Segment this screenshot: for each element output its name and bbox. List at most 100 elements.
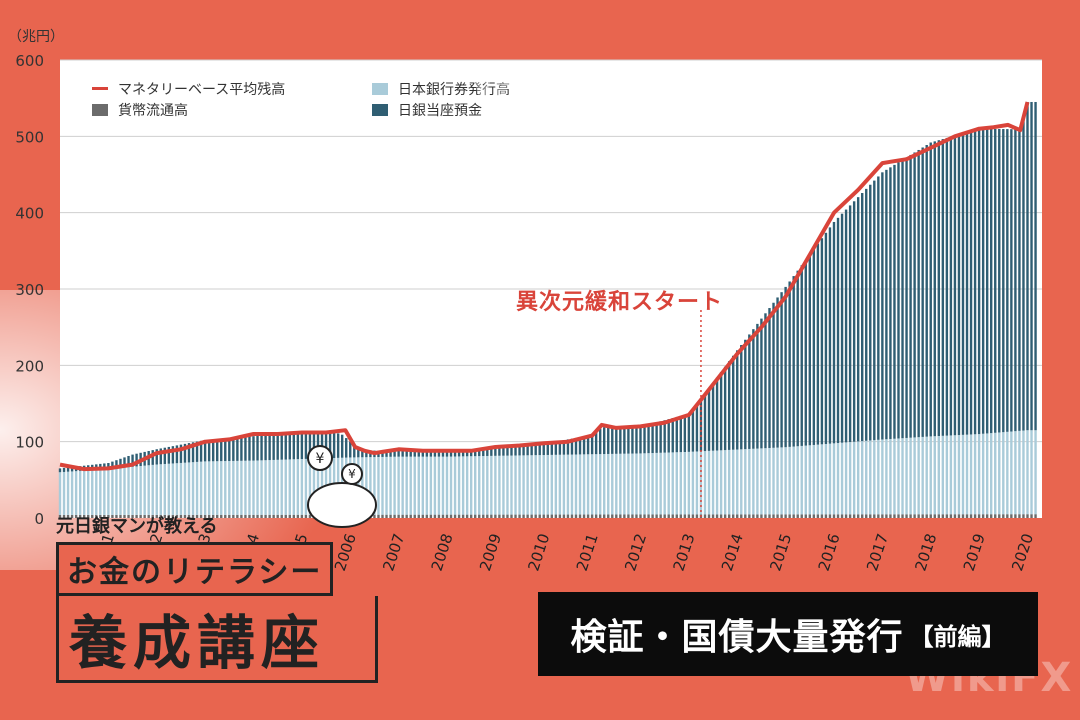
- bar-coins: [171, 514, 175, 518]
- bar-banknotes: [107, 469, 110, 515]
- bar-current-deposits: [594, 431, 598, 455]
- bar-current-deposits: [663, 420, 666, 453]
- bar-coins: [723, 514, 727, 518]
- bar-banknotes: [240, 460, 243, 515]
- bar-coins: [502, 514, 505, 518]
- bar-current-deposits: [58, 468, 62, 473]
- legend-label: マネタリーベース平均残高: [118, 81, 286, 98]
- bar-banknotes: [490, 455, 493, 515]
- bar-current-deposits: [203, 440, 207, 462]
- bar-coins: [155, 514, 158, 518]
- bar-banknotes: [199, 461, 203, 515]
- bar-current-deposits: [385, 450, 388, 457]
- bar-banknotes: [921, 436, 924, 515]
- bar-current-deposits: [877, 176, 880, 440]
- bar-coins: [748, 514, 751, 518]
- brand-logo: 元日銀マンが教える お金のリテラシー 養成講座: [56, 512, 378, 683]
- x-tick-label: 2007: [379, 531, 408, 573]
- bar-current-deposits: [719, 372, 723, 451]
- banner-suffix: 【前編】: [909, 622, 1006, 651]
- bar-current-deposits: [490, 448, 493, 456]
- bar-coins: [385, 514, 388, 518]
- bar-current-deposits: [345, 438, 348, 458]
- bar-current-deposits: [183, 443, 187, 463]
- bar-current-deposits: [191, 442, 195, 463]
- bar-coins: [885, 514, 888, 518]
- bar-banknotes: [377, 457, 380, 515]
- bar-current-deposits: [627, 426, 630, 454]
- bar-banknotes: [127, 467, 130, 515]
- bar-current-deposits: [272, 435, 275, 460]
- bar-banknotes: [292, 459, 296, 515]
- bar-current-deposits: [732, 355, 735, 450]
- bar-coins: [421, 514, 425, 518]
- bar-current-deposits: [768, 308, 771, 448]
- y-axis: 600 500 400 300 200 100 0: [15, 52, 44, 528]
- bar-banknotes: [877, 439, 880, 515]
- bar-banknotes: [1006, 431, 1009, 515]
- bar-coins: [998, 514, 1001, 518]
- bar-coins: [901, 514, 904, 518]
- banner-title: 検証・国債大量発行: [570, 617, 904, 658]
- bar-current-deposits: [453, 451, 457, 457]
- bar-current-deposits: [631, 426, 634, 454]
- bar-banknotes: [220, 461, 223, 515]
- bar-banknotes: [949, 435, 953, 515]
- bar-coins: [300, 514, 304, 518]
- bar-coins: [627, 514, 630, 518]
- bar-banknotes: [635, 453, 638, 515]
- bar-current-deposits: [780, 292, 783, 448]
- bar-banknotes: [224, 461, 227, 515]
- piggy-bank-icon: ¥ ¥: [307, 445, 377, 528]
- bar-coins: [256, 514, 259, 518]
- bar-banknotes: [74, 471, 78, 515]
- bar-current-deposits: [1010, 129, 1013, 432]
- bar-coins: [985, 514, 989, 518]
- bar-banknotes: [244, 460, 247, 515]
- bar-current-deposits: [586, 435, 590, 455]
- bar-banknotes: [478, 456, 481, 515]
- bar-current-deposits: [756, 323, 759, 449]
- bar-coins: [308, 514, 312, 518]
- bar-current-deposits: [1018, 129, 1021, 431]
- bar-coins: [151, 514, 154, 518]
- bar-coins: [478, 514, 481, 518]
- bar-coins: [228, 514, 231, 518]
- bar-current-deposits: [881, 172, 884, 440]
- bar-coins: [780, 514, 783, 518]
- bar-banknotes: [506, 455, 509, 515]
- bar-banknotes: [965, 434, 969, 515]
- bar-coins: [526, 514, 529, 518]
- bar-current-deposits: [994, 128, 997, 433]
- bar-banknotes: [969, 434, 973, 515]
- x-tick-label: 2016: [815, 531, 844, 573]
- bar-banknotes: [812, 444, 816, 515]
- bar-coins: [651, 514, 654, 518]
- bar-banknotes: [719, 450, 723, 515]
- bar-current-deposits: [703, 393, 707, 452]
- bar-current-deposits: [812, 249, 816, 445]
- bar-banknotes: [611, 453, 614, 515]
- bar-coins: [510, 514, 513, 518]
- bar-coins: [655, 514, 658, 518]
- bar-current-deposits: [1022, 117, 1025, 431]
- bar-banknotes: [272, 459, 275, 515]
- bar-coins: [397, 514, 400, 518]
- bar-coins: [195, 514, 199, 518]
- bar-coins: [244, 514, 247, 518]
- legend-swatch: [372, 82, 388, 95]
- bar-banknotes: [796, 446, 799, 515]
- bar-coins: [542, 514, 545, 518]
- bar-banknotes: [256, 460, 259, 515]
- bar-coins: [768, 514, 771, 518]
- bar-current-deposits: [804, 259, 807, 446]
- y-tick-label: 300: [15, 281, 44, 299]
- bar-current-deposits: [389, 450, 392, 457]
- bar-coins: [945, 514, 949, 518]
- bar-current-deposits: [788, 281, 791, 447]
- bar-banknotes: [603, 454, 606, 515]
- bar-coins: [78, 514, 82, 518]
- bar-current-deposits: [981, 128, 985, 434]
- x-tick-label: 2020: [1008, 531, 1037, 573]
- bar-coins: [304, 514, 308, 518]
